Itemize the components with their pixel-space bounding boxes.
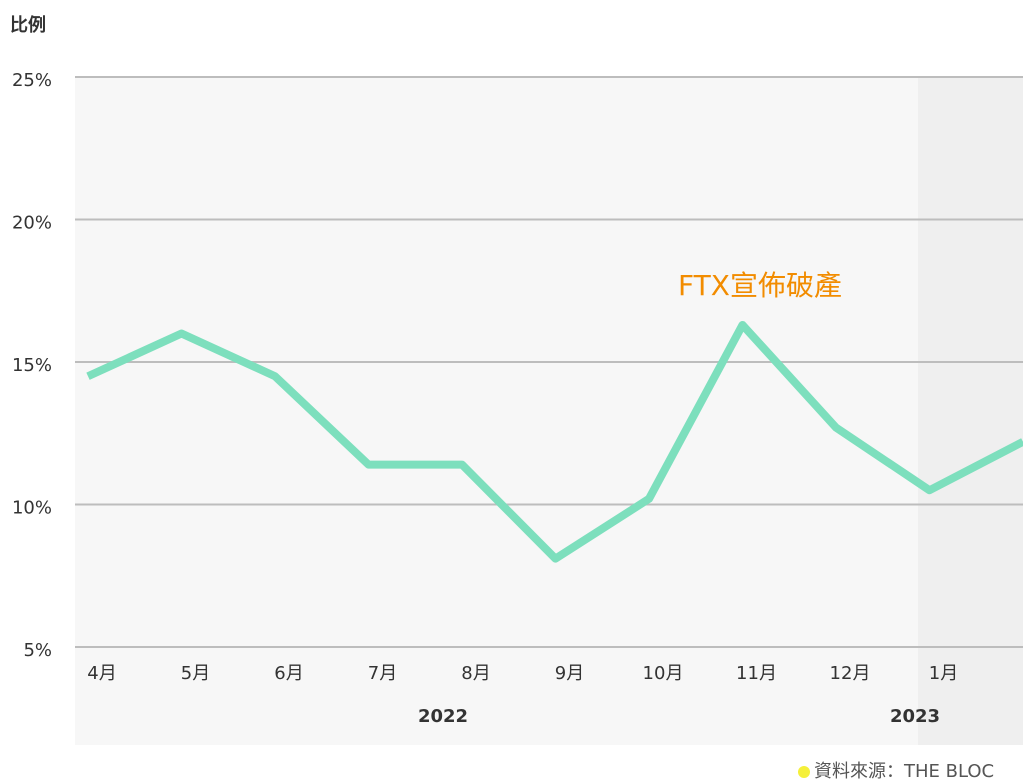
year-2023-band	[918, 77, 1023, 745]
x-tick-label: 5月	[181, 663, 210, 684]
x-tick-label: 10月	[643, 663, 684, 684]
x-tick-label: 6月	[274, 663, 303, 684]
x-tick-label: 7月	[368, 663, 397, 684]
x-tick-label: 1月	[929, 663, 958, 684]
y-axis-label: 比例	[10, 14, 46, 36]
y-tick-label: 15%	[12, 355, 52, 376]
x-tick-label: 9月	[555, 663, 584, 684]
year-label: 2023	[890, 706, 940, 727]
x-tick-label: 4月	[87, 663, 116, 684]
x-tick-label: 11月	[736, 663, 777, 684]
x-tick-label: 12月	[830, 663, 871, 684]
source: 資料來源：THE BLOC	[814, 761, 994, 780]
y-tick-label: 10%	[12, 498, 52, 519]
plot-background	[75, 77, 1023, 745]
y-tick-label: 5%	[23, 640, 52, 661]
x-tick-label: 8月	[461, 663, 490, 684]
year-label: 2022	[418, 706, 468, 727]
y-tick-label: 20%	[12, 213, 52, 234]
y-tick-label: 25%	[12, 70, 52, 91]
line	[86, 320, 1023, 563]
annotation: FTX宣佈破產	[678, 269, 842, 302]
source-dot	[798, 766, 810, 778]
